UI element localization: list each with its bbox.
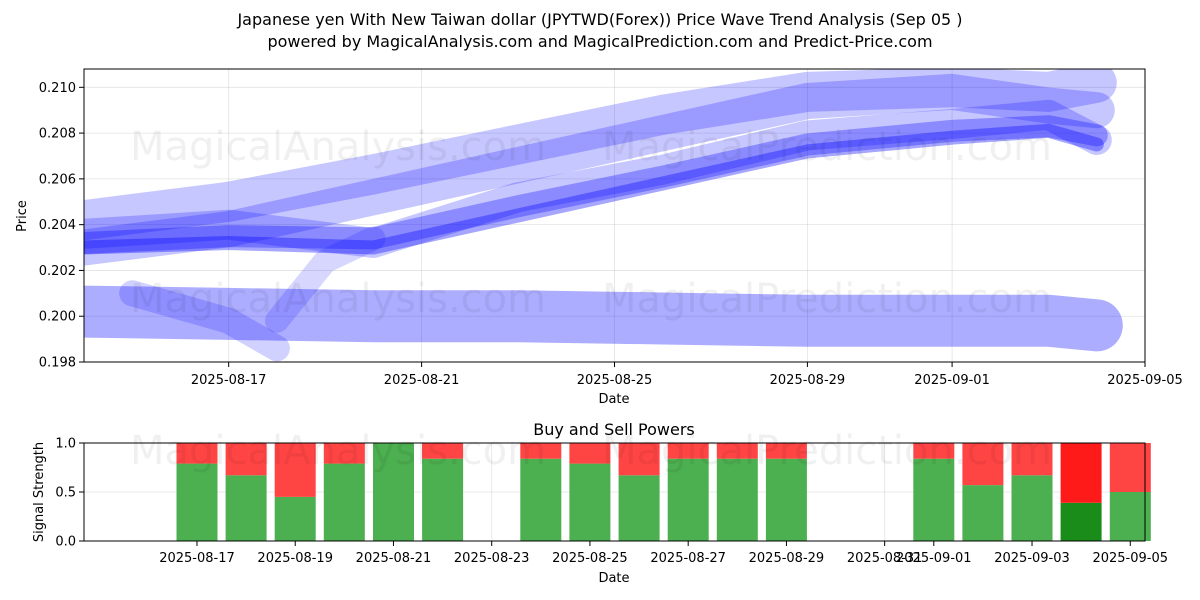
price-watermarks: MagicalAnalysis.com MagicalPrediction.com…	[130, 124, 1052, 322]
buy-bar	[225, 475, 267, 541]
watermark-text: MagicalAnalysis.com	[130, 428, 546, 474]
signal-xlabel: Date	[598, 571, 629, 586]
price-xtick-label: 2025-09-05	[1107, 373, 1183, 388]
buy-bar	[176, 463, 218, 541]
price-ytick-label: 0.210	[39, 81, 76, 96]
signal-ylabel: Signal Strength	[32, 442, 47, 542]
signal-ytick-label: 0.0	[55, 535, 76, 550]
signal-ytick-label: 1.0	[55, 437, 76, 452]
buy-bar	[618, 475, 660, 541]
sell-bar	[1060, 443, 1102, 503]
sell-bar	[274, 443, 316, 497]
watermark-text: MagicalAnalysis.com	[130, 124, 546, 170]
price-wave-band	[84, 99, 1112, 258]
buy-bar	[765, 458, 807, 541]
sell-bar	[962, 443, 1004, 486]
buy-bar	[422, 458, 464, 541]
price-wave-band	[84, 123, 1104, 255]
price-panel: MagicalAnalysis.com MagicalPrediction.com…	[15, 68, 1183, 407]
signal-title: Buy and Sell Powers	[533, 420, 695, 439]
signal-xtick-label: 2025-09-01	[896, 551, 972, 566]
signal-bars	[176, 443, 1151, 541]
price-xtick-label: 2025-08-29	[770, 373, 846, 388]
sell-bar	[520, 443, 562, 459]
signal-axis-ticks: 2025-08-17 2025-08-19 2025-08-21 2025-08-23…	[55, 437, 1168, 567]
watermark-text: MagicalAnalysis.com	[130, 276, 546, 322]
watermark-text: MagicalPrediction.com	[602, 276, 1052, 322]
price-wave-bands	[84, 69, 1123, 362]
price-wave-band	[119, 280, 290, 362]
buy-bar	[962, 485, 1004, 541]
price-wave-band	[84, 73, 1115, 266]
price-ytick-label: 0.198	[39, 356, 76, 371]
buy-bar	[1060, 502, 1102, 541]
sell-bar	[569, 443, 611, 464]
signal-xtick-label: 2025-08-27	[650, 551, 726, 566]
signal-xtick-label: 2025-09-05	[1092, 551, 1168, 566]
buy-bar	[913, 458, 955, 541]
price-xtick-label: 2025-08-25	[577, 373, 653, 388]
signal-ytick-label: 0.5	[55, 486, 76, 501]
price-ytick-label: 0.202	[39, 264, 76, 279]
signal-xtick-label: 2025-08-17	[159, 551, 235, 566]
price-wave-band	[264, 226, 386, 333]
buy-bar	[323, 463, 365, 541]
price-wave-band	[84, 285, 1123, 352]
chart-subtitle: powered by MagicalAnalysis.com and Magic…	[267, 32, 933, 51]
signal-panel: Buy and Sell Powers MagicalAnalysis.com M…	[32, 420, 1168, 586]
buy-bar	[1011, 475, 1053, 541]
watermark-text: MagicalPrediction.com	[602, 124, 1052, 170]
sell-bar	[667, 443, 709, 459]
buy-bar	[373, 443, 414, 541]
signal-xtick-label: 2025-08-25	[552, 551, 628, 566]
price-ylabel: Price	[15, 200, 30, 232]
price-wave-band	[84, 115, 1108, 254]
buy-bar	[1109, 492, 1151, 541]
buy-bar	[667, 458, 709, 541]
signal-xtick-label: 2025-08-19	[257, 551, 333, 566]
signal-xtick-label: 2025-08-21	[356, 551, 432, 566]
chart-title: Japanese yen With New Taiwan dollar (JPY…	[237, 10, 963, 29]
price-xtick-label: 2025-09-01	[914, 373, 990, 388]
price-plot-area	[84, 69, 1145, 362]
sell-bar	[765, 443, 807, 459]
price-ytick-label: 0.206	[39, 172, 76, 187]
sell-bar	[176, 443, 218, 464]
sell-bar	[716, 443, 758, 459]
sell-bar	[1011, 443, 1053, 476]
watermark-text: MagicalPrediction.com	[602, 428, 1052, 474]
sell-bar	[913, 443, 955, 459]
sell-bar	[323, 443, 365, 464]
signal-watermarks: MagicalAnalysis.com MagicalPrediction.com	[130, 428, 1052, 474]
sell-bar	[422, 443, 464, 459]
price-ytick-label: 0.208	[39, 127, 76, 142]
signal-xtick-label: 2025-09-03	[994, 551, 1070, 566]
sell-bar	[225, 443, 267, 476]
price-ytick-label: 0.204	[39, 218, 76, 233]
price-xlabel: Date	[598, 392, 629, 407]
price-ytick-label: 0.200	[39, 310, 76, 325]
signal-xtick-label: 2025-08-23	[454, 551, 530, 566]
buy-bar	[520, 458, 562, 541]
sell-bar	[618, 443, 660, 476]
price-xtick-label: 2025-08-21	[384, 373, 460, 388]
sell-bar	[1109, 443, 1151, 492]
buy-bar	[569, 463, 611, 541]
price-xtick-label: 2025-08-17	[191, 373, 267, 388]
signal-xtick-label: 2025-08-31	[847, 551, 923, 566]
buy-bar	[274, 496, 316, 541]
price-axis-ticks: 2025-08-17 2025-08-21 2025-08-25 2025-08-29…	[39, 81, 1183, 388]
signal-xtick-label: 2025-08-29	[749, 551, 825, 566]
price-wave-band	[84, 69, 1117, 241]
buy-bar	[716, 458, 758, 541]
